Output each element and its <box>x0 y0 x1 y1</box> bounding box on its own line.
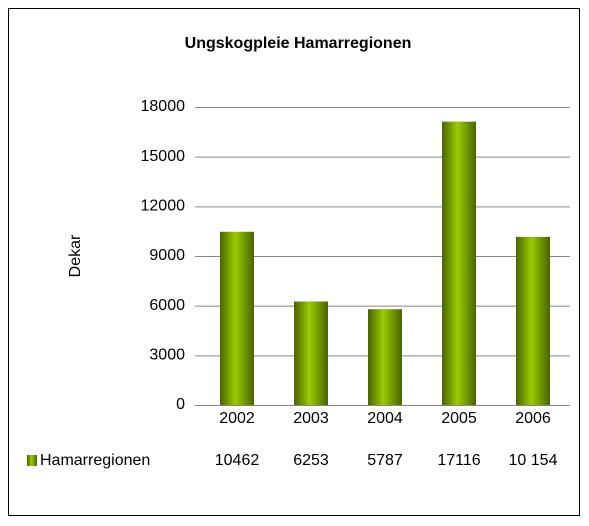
data-table-value: 17116 <box>437 452 480 469</box>
y-axis-label: Dekar <box>67 234 84 277</box>
chart-frame <box>8 8 580 516</box>
data-table-value: 10462 <box>215 452 260 469</box>
data-table-value: 6253 <box>293 452 329 469</box>
x-tick-label: 2005 <box>441 410 477 427</box>
y-tick-label: 15000 <box>141 148 186 165</box>
x-tick-label: 2006 <box>515 410 551 427</box>
data-table-value: 10 154 <box>509 452 558 469</box>
data-table-value: 5787 <box>367 452 403 469</box>
y-tick-label: 6000 <box>149 297 185 314</box>
bar <box>516 236 550 405</box>
legend-label: Hamarregionen <box>40 452 150 469</box>
chart-title: Ungskogpleie Hamarregionen <box>185 35 412 52</box>
y-tick-label: 0 <box>176 396 185 413</box>
legend-marker <box>27 455 37 466</box>
bar <box>294 301 328 405</box>
x-tick-label: 2003 <box>293 410 329 427</box>
bar <box>442 121 476 406</box>
bar <box>368 309 402 405</box>
y-tick-label: 18000 <box>141 98 186 115</box>
bar <box>220 231 254 405</box>
x-tick-label: 2002 <box>219 410 255 427</box>
x-tick-label: 2004 <box>367 410 403 427</box>
y-tick-label: 3000 <box>149 347 185 364</box>
y-tick-label: 12000 <box>141 198 186 215</box>
y-tick-label: 9000 <box>149 247 185 264</box>
